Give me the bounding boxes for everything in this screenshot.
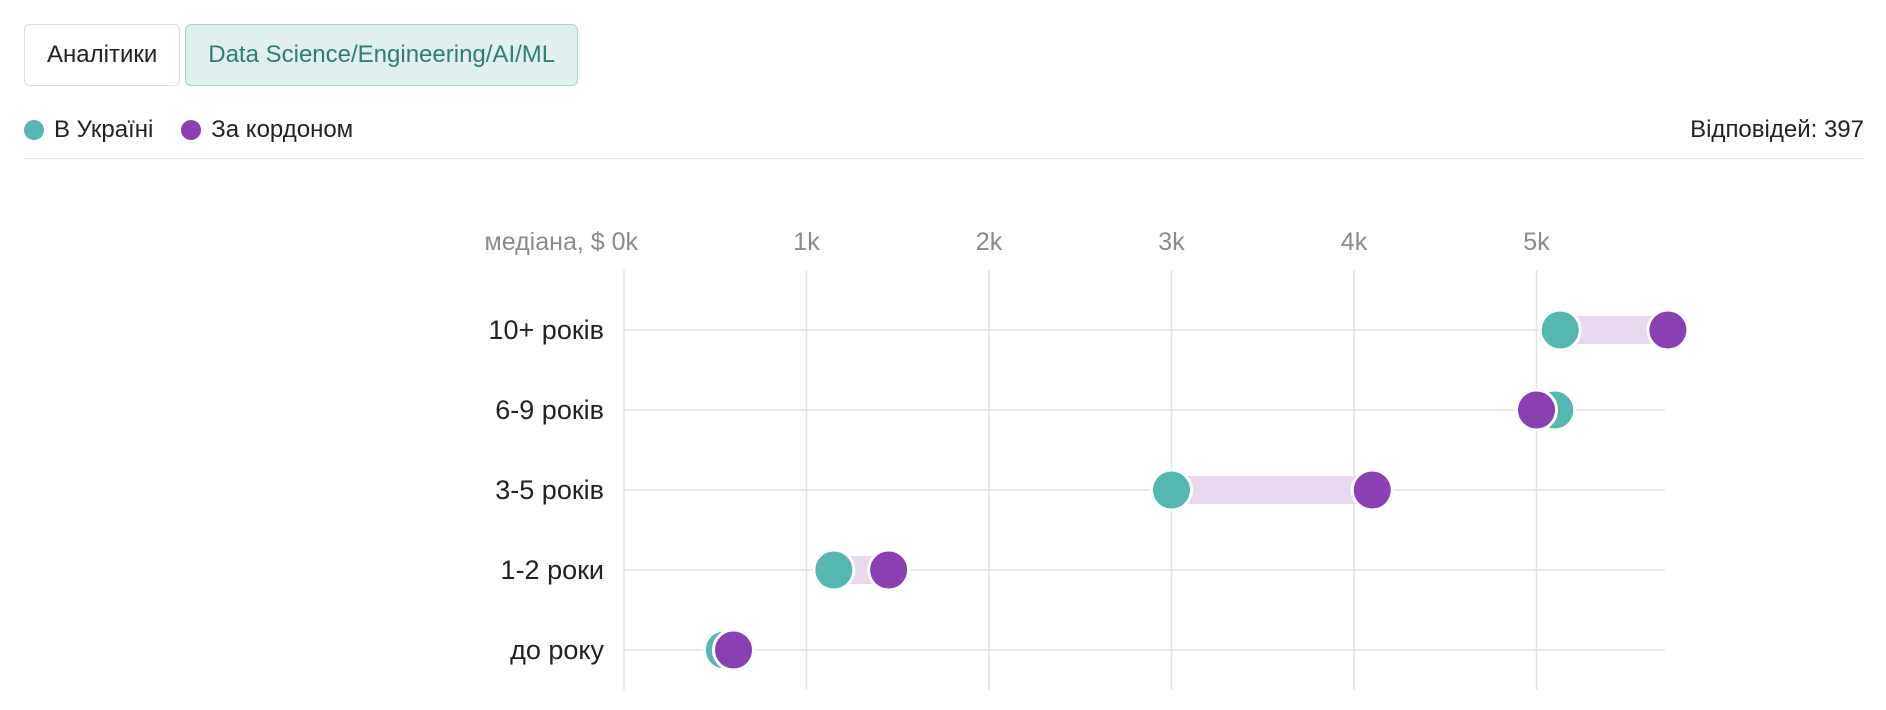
category-label: 3-5 років: [495, 475, 604, 505]
x-tick-label: 4k: [1341, 228, 1368, 256]
tab-bar: Аналітики Data Science/Engineering/AI/ML: [24, 24, 579, 86]
point-ukraine: [1538, 308, 1582, 352]
point-abroad: [1646, 308, 1690, 352]
category-label: 10+ років: [489, 315, 605, 345]
point-ukraine: [812, 548, 856, 592]
legend-dot-ukraine: [24, 120, 44, 140]
x-tick-label: 1k: [793, 228, 820, 256]
point-abroad: [1350, 468, 1394, 512]
category-label: 6-9 років: [495, 395, 604, 425]
point-abroad: [712, 628, 755, 672]
tab-analysts[interactable]: Аналітики: [24, 24, 181, 86]
divider: [24, 158, 1864, 159]
tab-data-science[interactable]: Data Science/Engineering/AI/ML: [185, 24, 579, 86]
x-tick-label: 2k: [976, 228, 1003, 256]
legend-item-abroad: За кордоном: [181, 116, 353, 144]
legend-item-ukraine: В Україні: [24, 116, 153, 144]
responses-count: Відповідей: 397: [1690, 116, 1864, 143]
x-tick-label: 3k: [1158, 228, 1185, 256]
range-bar: [1171, 476, 1373, 504]
point-abroad: [1515, 388, 1558, 432]
point-ukraine: [1150, 468, 1193, 512]
legend-label-ukraine: В Україні: [54, 116, 154, 143]
category-label: до року: [510, 635, 604, 665]
x-tick-label: 5k: [1523, 228, 1550, 256]
x-tick-label: медіана, $ 0k: [485, 228, 639, 256]
legend-label-abroad: За кордоном: [211, 116, 354, 143]
legend: В Україні За кордоном: [24, 116, 381, 144]
legend-dot-abroad: [181, 120, 202, 140]
category-label: 1-2 роки: [501, 555, 604, 585]
point-abroad: [867, 548, 911, 592]
